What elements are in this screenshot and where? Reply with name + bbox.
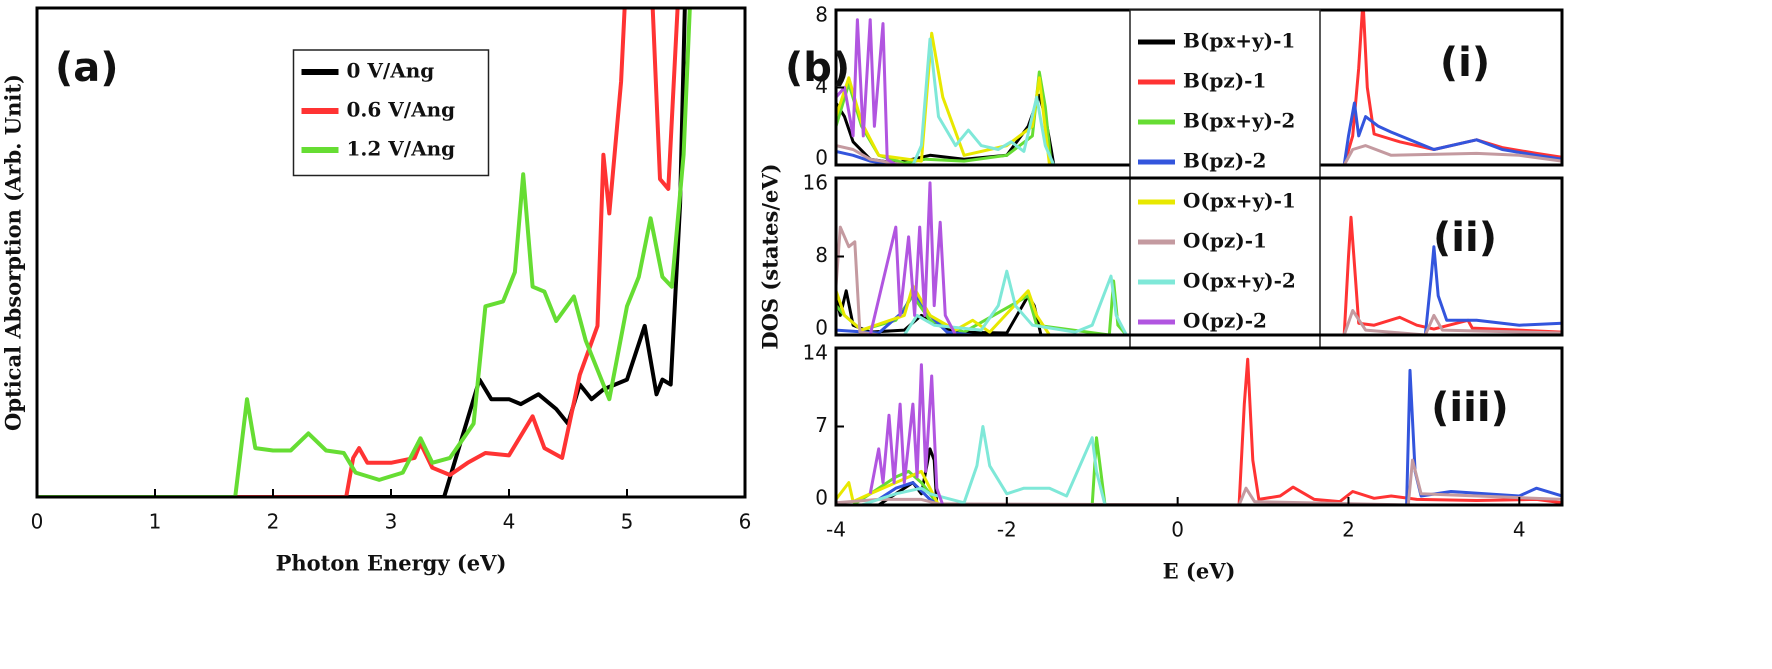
x-tick-label: 3 <box>385 510 398 534</box>
y-tick-label: 4 <box>815 74 828 98</box>
legend-label: B(pz)-1 <box>1183 69 1266 93</box>
subplot-label: (iii) <box>1431 385 1509 431</box>
legend-label: O(px+y)-2 <box>1183 269 1296 293</box>
series-line <box>911 37 1056 165</box>
y-tick-label: 7 <box>815 413 828 437</box>
subplot-label: (ii) <box>1433 215 1497 261</box>
y-tick-label: 8 <box>815 3 828 27</box>
series-line <box>836 225 1562 335</box>
series-line <box>836 144 1562 165</box>
legend-label: 0 V/Ang <box>347 59 435 83</box>
y-tick-label: 16 <box>803 171 828 195</box>
series-line <box>836 458 1562 505</box>
x-tick-label: 1 <box>149 510 162 534</box>
x-tick-label: 0 <box>31 510 44 534</box>
series-line <box>868 181 957 335</box>
series-line <box>836 31 1051 165</box>
series-line <box>868 363 945 505</box>
legend-label: B(pz)-2 <box>1183 149 1266 173</box>
y-axis-label: DOS (states/eV) <box>758 163 783 349</box>
panel-label: (b) <box>785 45 850 91</box>
series-line <box>877 368 1562 505</box>
x-tick-label: 4 <box>1513 518 1526 542</box>
y-axis-label: Optical Absorption (Arb. Unit) <box>1 74 26 431</box>
x-tick-label: -4 <box>826 518 846 542</box>
x-tick-label: 2 <box>1342 518 1355 542</box>
x-tick-label: 2 <box>267 510 280 534</box>
legend-label: 1.2 V/Ang <box>347 137 456 161</box>
x-tick-label: 4 <box>503 510 516 534</box>
series-line <box>37 8 680 497</box>
legend-label: B(px+y)-1 <box>1183 29 1295 53</box>
x-tick-label: 5 <box>621 510 634 534</box>
series-line <box>836 18 897 165</box>
series-line <box>37 8 692 497</box>
y-tick-label: 0 <box>815 486 828 510</box>
x-tick-label: 6 <box>739 510 752 534</box>
y-tick-label: 8 <box>815 243 828 267</box>
panel-label: (a) <box>55 45 119 91</box>
series-line <box>836 215 1562 335</box>
legend-label: B(px+y)-2 <box>1183 109 1295 133</box>
x-axis-label: Photon Energy (eV) <box>276 551 507 576</box>
legend-label: O(px+y)-1 <box>1183 189 1296 213</box>
series-line <box>836 101 1562 165</box>
series-line <box>836 469 940 505</box>
series-line <box>903 269 1128 335</box>
x-axis-label: E (eV) <box>1163 559 1236 584</box>
y-tick-label: 0 <box>815 316 828 340</box>
series-line <box>836 70 1053 165</box>
subplot-label: (i) <box>1440 40 1490 86</box>
legend-label: 0.6 V/Ang <box>347 98 456 122</box>
x-tick-label: 0 <box>1171 518 1184 542</box>
legend-label: O(pz)-2 <box>1183 309 1267 333</box>
y-tick-label: 0 <box>815 146 828 170</box>
legend-label: O(pz)-1 <box>1183 229 1267 253</box>
series-line <box>836 357 1562 505</box>
y-tick-label: 14 <box>803 341 828 365</box>
series-line <box>836 10 1562 165</box>
x-tick-label: -2 <box>997 518 1017 542</box>
series-line <box>861 425 1107 505</box>
